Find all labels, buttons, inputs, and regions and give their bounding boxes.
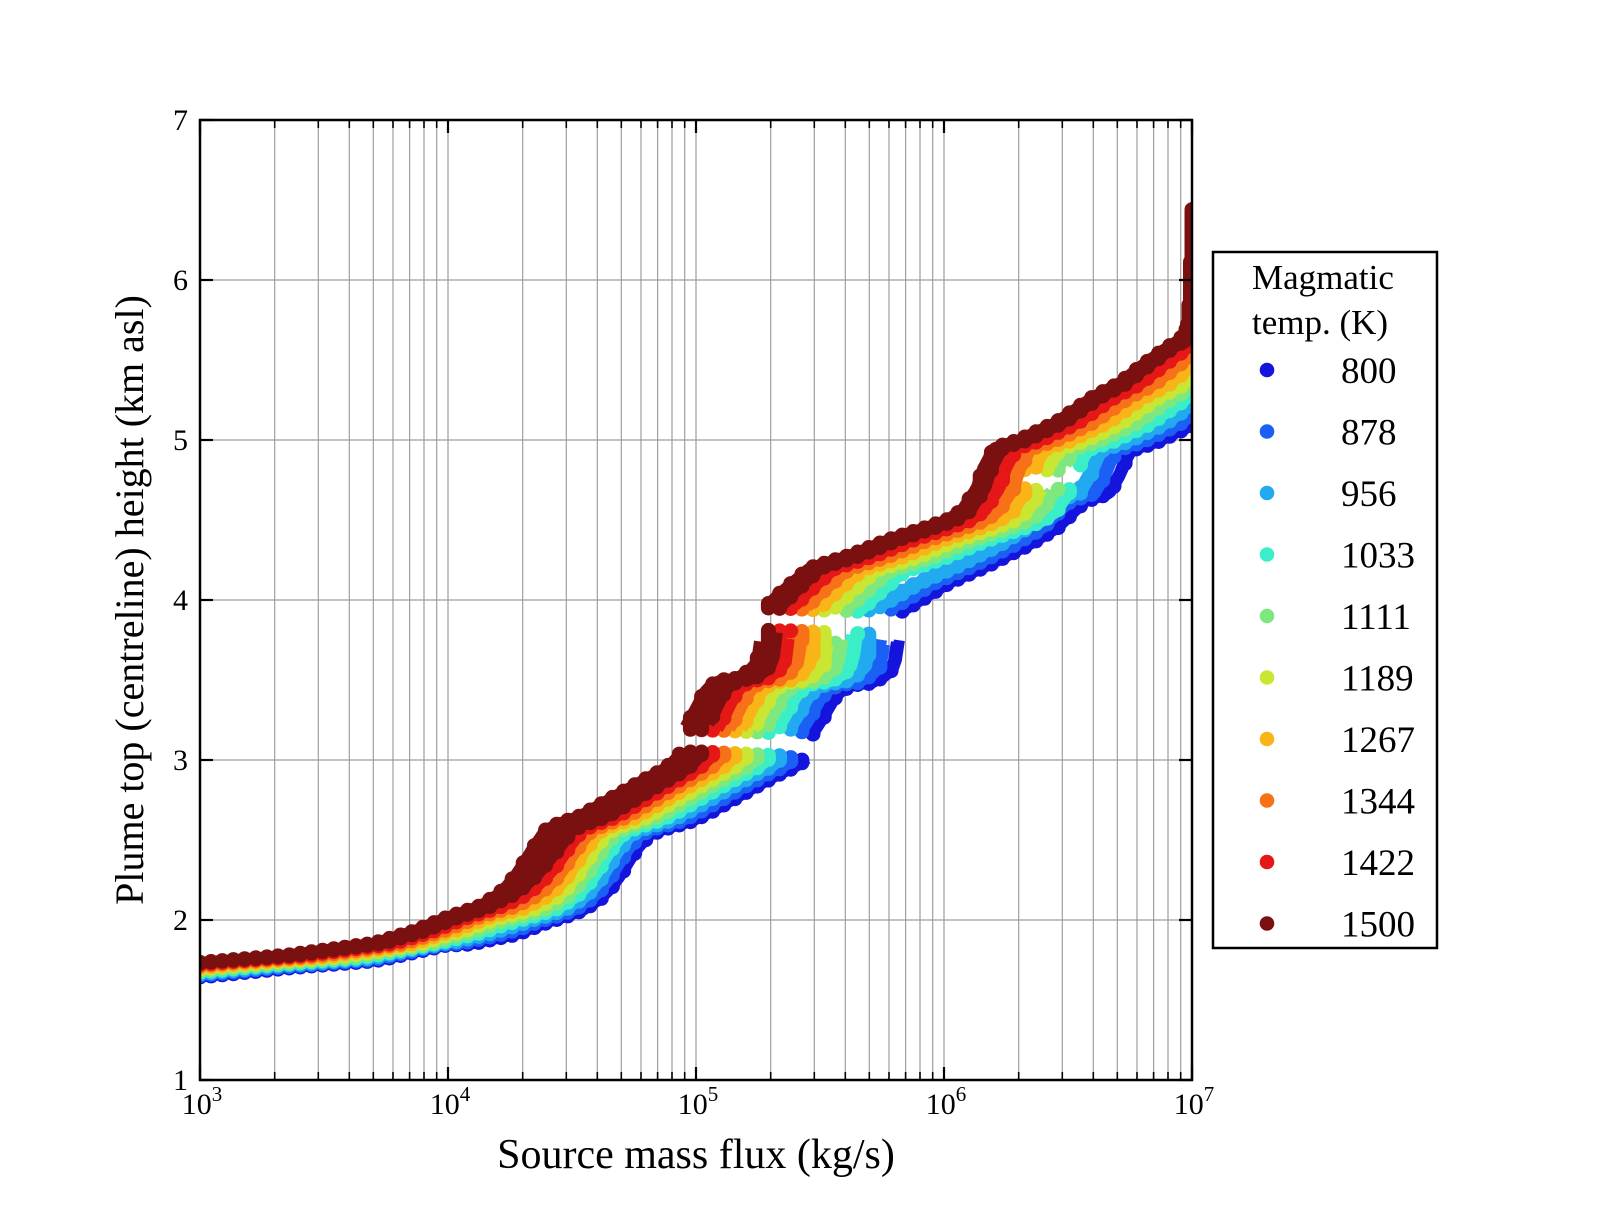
svg-text:956: 956 — [1341, 474, 1397, 515]
svg-text:Source mass flux (kg/s): Source mass flux (kg/s) — [497, 1132, 895, 1178]
svg-text:878: 878 — [1341, 413, 1397, 454]
svg-text:1111: 1111 — [1341, 597, 1411, 638]
svg-text:temp. (K): temp. (K) — [1252, 303, 1388, 342]
svg-text:1: 1 — [173, 1064, 188, 1097]
svg-text:1189: 1189 — [1341, 659, 1414, 700]
svg-text:1033: 1033 — [1341, 536, 1415, 577]
svg-text:1344: 1344 — [1341, 782, 1415, 823]
svg-text:Magmatic: Magmatic — [1252, 258, 1394, 297]
svg-text:5: 5 — [173, 424, 188, 457]
svg-text:6: 6 — [173, 264, 188, 297]
svg-text:1422: 1422 — [1341, 843, 1415, 884]
svg-text:1267: 1267 — [1341, 720, 1415, 761]
svg-text:4: 4 — [173, 584, 188, 617]
svg-text:7: 7 — [173, 104, 188, 137]
svg-text:1500: 1500 — [1341, 905, 1415, 946]
svg-text:3: 3 — [173, 744, 188, 777]
svg-text:Plume top (centreline) height: Plume top (centreline) height (km asl) — [107, 295, 152, 905]
svg-text:800: 800 — [1341, 351, 1397, 392]
svg-text:2: 2 — [173, 904, 188, 937]
